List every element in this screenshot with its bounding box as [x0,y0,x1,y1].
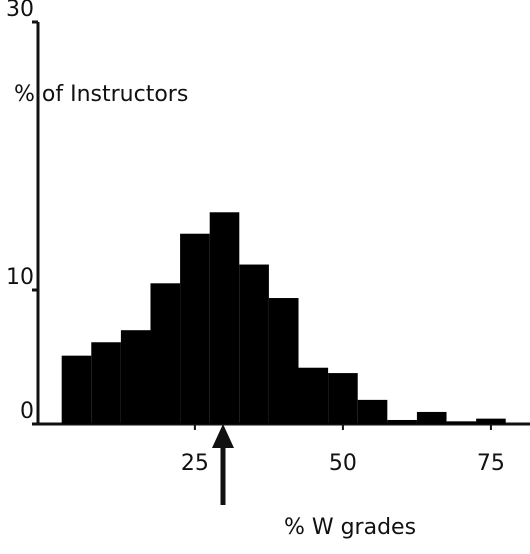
y-tick-label: 30 [6,0,34,22]
bar [61,355,92,424]
bar [476,418,506,424]
y-axis-label: % of Instructors [14,82,188,107]
x-tick-label: 75 [477,451,505,476]
bar [209,212,240,424]
bar [91,342,121,424]
x-axis-label: % W grades [284,515,416,540]
bar [387,419,417,424]
bar [150,283,181,424]
bar [328,373,358,424]
bar [180,233,210,424]
bar [120,330,151,424]
bar [298,367,329,424]
bar [446,421,477,424]
x-tick-label: 50 [329,451,357,476]
bar [239,264,269,424]
bar [416,411,447,424]
y-tick-label: 10 [6,265,34,290]
bar [268,298,299,424]
x-tick-label: 25 [181,451,209,476]
arrow-head [212,424,234,448]
bar [357,399,388,424]
y-tick-label: 0 [20,399,34,424]
